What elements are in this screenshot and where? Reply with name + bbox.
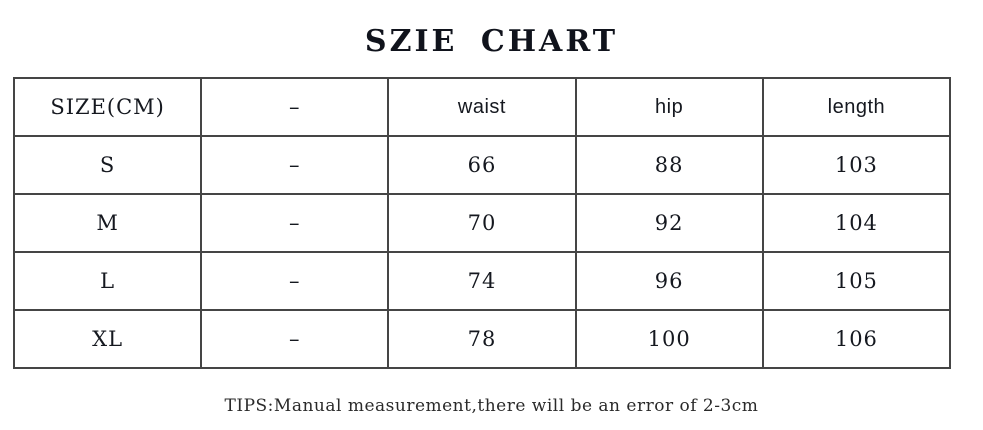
- table-header-row: SIZE(CM) – waist hip length: [12, 77, 952, 137]
- cell-size: M: [12, 193, 203, 253]
- header-hip: hip: [574, 77, 764, 137]
- cell-size: S: [12, 135, 203, 195]
- cell-length: 105: [761, 251, 952, 311]
- header-size-cm: SIZE(CM): [12, 77, 203, 137]
- cell-waist: 70: [387, 193, 577, 253]
- cell-length: 104: [761, 193, 952, 253]
- cell-dash: –: [200, 309, 390, 369]
- header-dash: –: [200, 77, 390, 137]
- table-row-m: M – 70 92 104: [12, 193, 952, 253]
- cell-size: XL: [12, 309, 203, 369]
- cell-hip: 96: [574, 251, 764, 311]
- cell-dash: –: [200, 135, 390, 195]
- cell-length: 106: [761, 309, 952, 369]
- cell-hip: 92: [574, 193, 764, 253]
- table-row-l: L – 74 96 105: [12, 251, 952, 311]
- cell-length: 103: [761, 135, 952, 195]
- size-chart-table: SIZE(CM) – waist hip length S – 66 88 10…: [12, 77, 952, 369]
- cell-hip: 100: [574, 309, 764, 369]
- cell-hip: 88: [574, 135, 764, 195]
- cell-waist: 78: [387, 309, 577, 369]
- header-waist: waist: [387, 77, 577, 137]
- cell-waist: 66: [387, 135, 577, 195]
- tips-text: TIPS:Manual measurement,there will be an…: [224, 396, 759, 416]
- table-row-xl: XL – 78 100 106: [12, 309, 952, 369]
- cell-waist: 74: [387, 251, 577, 311]
- cell-dash: –: [200, 251, 390, 311]
- header-length: length: [761, 77, 952, 137]
- page-title: SZIE CHART: [364, 24, 619, 59]
- table-row-s: S – 66 88 103: [12, 135, 952, 195]
- cell-dash: –: [200, 193, 390, 253]
- cell-size: L: [12, 251, 203, 311]
